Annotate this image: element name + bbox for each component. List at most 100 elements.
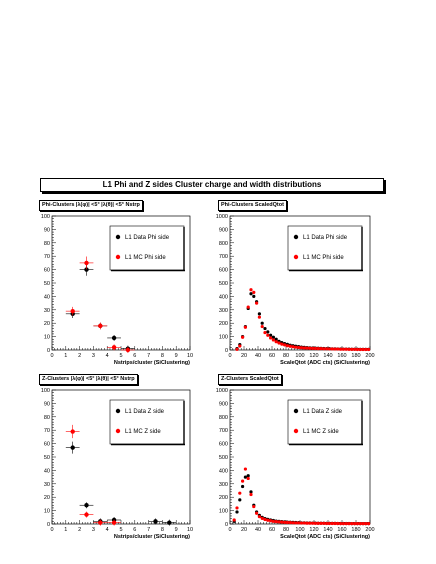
data-point-mc xyxy=(70,429,75,434)
y-tick-label: 300 xyxy=(219,482,228,488)
legend-marker xyxy=(115,408,121,414)
x-axis-label: Nstrips/cluster (SiClustering) xyxy=(114,534,190,540)
data-point-mc xyxy=(313,346,317,351)
data-point-mc xyxy=(367,347,371,352)
y-tick-label: 80 xyxy=(44,415,50,421)
x-tick-label: 1 xyxy=(64,527,67,533)
y-tick-label: 70 xyxy=(44,428,50,434)
data-point-mc xyxy=(252,290,256,294)
data-point-mc xyxy=(308,346,312,350)
x-tick-label: 10 xyxy=(187,353,193,359)
x-axis-label: ScaleQtot (ADC cts) (SiClustering) xyxy=(280,360,370,366)
data-point-mc xyxy=(311,346,315,350)
data-point-mc xyxy=(341,347,345,351)
y-tick-label: 0 xyxy=(47,348,50,354)
y-tick-label: 900 xyxy=(219,227,228,233)
data-point-mc xyxy=(339,347,343,351)
y-tick-label: 10 xyxy=(44,509,50,515)
data-point-mc xyxy=(333,347,337,351)
x-tick-label: 5 xyxy=(119,353,122,359)
data-point-mc xyxy=(98,323,103,329)
data-point-mc xyxy=(305,346,309,350)
data-point-data xyxy=(235,510,239,514)
data-point-data xyxy=(249,490,253,494)
data-point-mc xyxy=(358,347,362,352)
chart-title-phi-nstrip: Phi-Clusters |λ(φ)| <5° |λ(θ)| <5° Nstrp xyxy=(39,200,143,211)
x-tick-label: 6 xyxy=(133,527,136,533)
data-point-mc xyxy=(249,492,253,497)
x-tick-label: 140 xyxy=(323,527,332,533)
data-point-mc xyxy=(322,347,326,351)
y-tick-label: 800 xyxy=(219,241,228,247)
chart-3: 0 20 40 60 80 100 120 140 160 180 200 0 100 200 300 400… xyxy=(216,388,375,540)
chart-2: 0 1 2 3 4 5 6 7 8 9 100102030405060708090100Nstrip… xyxy=(41,388,193,540)
data-point-mc xyxy=(350,521,354,526)
y-tick-label: 60 xyxy=(44,268,50,274)
data-point-mc xyxy=(308,521,312,525)
data-point-mc xyxy=(288,521,292,525)
data-point-mc xyxy=(243,467,247,471)
data-point-mc xyxy=(358,521,362,526)
data-point-mc xyxy=(344,347,348,351)
data-point-mc xyxy=(280,342,284,346)
data-point-mc xyxy=(330,521,334,526)
y-tick-label: 30 xyxy=(44,482,50,488)
legend-marker xyxy=(115,428,121,434)
data-point-mc xyxy=(260,516,264,520)
y-tick-label: 0 xyxy=(47,522,50,528)
data-point-mc xyxy=(316,347,320,351)
data-point-mc xyxy=(364,521,368,526)
chart-0: 0 1 2 3 4 5 6 7 8 9 100102030405060708090100Nstrip… xyxy=(41,214,193,366)
x-tick-label: 5 xyxy=(119,527,122,533)
y-tick-label: 1000 xyxy=(216,214,228,220)
data-point-mc xyxy=(341,521,345,526)
y-tick-label: 200 xyxy=(219,495,228,501)
data-point-data xyxy=(269,333,273,337)
data-point-data xyxy=(260,321,264,325)
data-point-mc xyxy=(260,324,264,329)
data-point-data xyxy=(274,337,278,341)
x-tick-label: 8 xyxy=(161,527,164,533)
y-tick-label: 80 xyxy=(44,241,50,247)
data-point-mc xyxy=(252,504,256,509)
data-point-data xyxy=(153,519,158,524)
data-point-data xyxy=(252,294,256,298)
data-point-mc xyxy=(302,346,306,350)
data-point-mc xyxy=(347,521,351,526)
data-point-mc xyxy=(325,521,329,526)
y-tick-label: 30 xyxy=(44,308,50,314)
x-tick-label: 180 xyxy=(351,527,360,533)
data-point-mc xyxy=(333,521,337,526)
x-tick-label: 20 xyxy=(241,527,247,533)
y-tick-label: 500 xyxy=(219,281,228,287)
x-tick-label: 80 xyxy=(283,527,289,533)
y-tick-label: 300 xyxy=(219,308,228,314)
data-point-mc xyxy=(263,517,267,522)
y-tick-label: 40 xyxy=(44,294,50,300)
data-point-mc xyxy=(327,521,331,526)
data-point-mc xyxy=(350,347,354,351)
legend-label: L1 MC Phi side xyxy=(125,255,166,261)
y-tick-label: 700 xyxy=(219,428,228,434)
x-tick-label: 100 xyxy=(295,353,304,359)
data-point-mc xyxy=(84,512,89,517)
x-tick-label: 4 xyxy=(106,527,109,533)
legend-box xyxy=(287,225,363,271)
x-tick-label: 120 xyxy=(309,527,318,533)
y-tick-label: 900 xyxy=(219,401,228,407)
data-point-mc xyxy=(311,521,315,525)
data-point-mc xyxy=(364,347,368,352)
legend-box xyxy=(109,225,185,271)
data-point-data xyxy=(84,503,89,508)
data-point-data xyxy=(266,330,270,334)
chart-title-z-qtot: Z-Clusters ScaledQtot xyxy=(218,374,282,385)
chart-1: 0 20 40 60 80 100 120 140 160 180 200 0 100 200 300 400… xyxy=(216,214,375,366)
data-point-mc xyxy=(291,345,295,349)
x-tick-label: 6 xyxy=(133,353,136,359)
data-point-mc xyxy=(288,344,292,348)
data-point-mc xyxy=(344,521,348,526)
chart-title-z-nstrip: Z-Clusters |λ(φ)| <5° |λ(θ)| <5° Nstrp xyxy=(39,374,138,385)
data-point-mc xyxy=(241,335,245,339)
y-tick-label: 800 xyxy=(219,415,228,421)
data-point-mc xyxy=(316,521,320,525)
